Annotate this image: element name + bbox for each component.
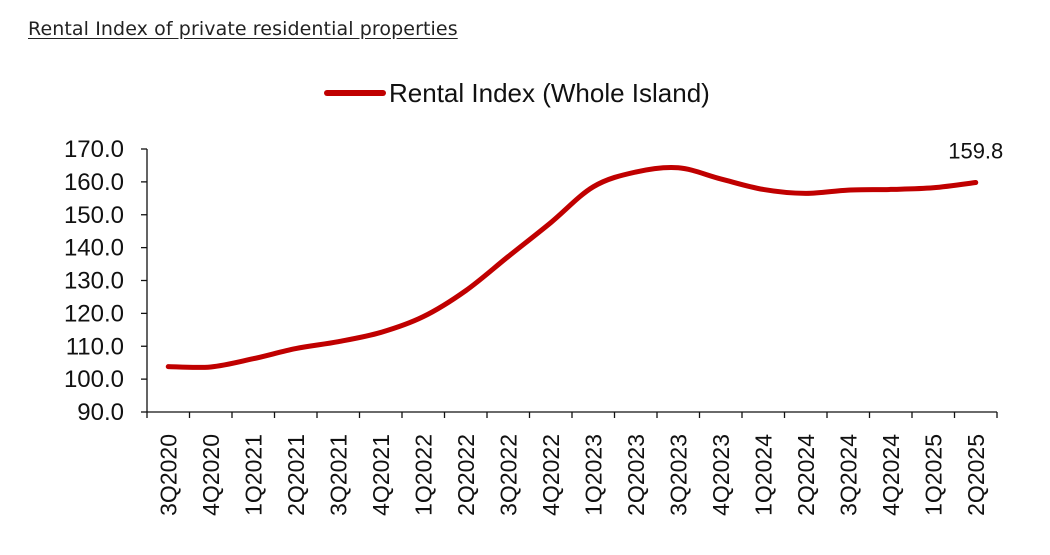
y-tick-label: 110.0 xyxy=(66,333,124,360)
x-tick-label: 3Q2020 xyxy=(155,434,181,516)
y-tick-label: 160.0 xyxy=(64,169,124,196)
y-tick-label: 170.0 xyxy=(64,136,124,163)
series-line-rental-index xyxy=(165,164,979,370)
x-tick-label: 3Q2021 xyxy=(325,434,351,516)
y-tick-label: 90.0 xyxy=(77,399,124,426)
y-tick-label: 150.0 xyxy=(64,202,124,229)
x-tick-label: 1Q2023 xyxy=(580,434,606,516)
x-tick-label: 4Q2024 xyxy=(878,434,904,516)
x-tick-label: 1Q2024 xyxy=(750,434,776,516)
x-tick-label: 2Q2023 xyxy=(623,434,649,516)
x-axis: 3Q2020 4Q2020 1Q2021 2Q2021 3Q2021 4Q2021 1Q20… xyxy=(146,411,998,516)
x-tick-label: 4Q2021 xyxy=(368,434,394,516)
x-tick-label: 3Q2023 xyxy=(665,434,691,516)
x-tick-label: 4Q2020 xyxy=(198,434,224,516)
y-axis: 90.0 100.0 110.0 120.0 130.0 140.0 150.0 160.0 1… xyxy=(64,136,148,426)
y-tick-label: 120.0 xyxy=(64,300,124,327)
x-tick-label: 2Q2024 xyxy=(793,434,819,516)
x-tick-label: 1Q2025 xyxy=(920,434,946,516)
x-tick-label: 4Q2023 xyxy=(708,434,734,516)
x-tick-label: 3Q2022 xyxy=(495,434,521,516)
y-tick-label: 100.0 xyxy=(64,366,124,393)
page-title: Rental Index of private residential prop… xyxy=(28,18,458,40)
series-group xyxy=(165,164,979,370)
x-tick-label: 3Q2024 xyxy=(835,434,861,516)
x-tick-label: 2Q2022 xyxy=(453,434,479,516)
legend-label: Rental Index (Whole Island) xyxy=(389,78,710,108)
x-tick-label: 1Q2021 xyxy=(240,434,266,516)
y-tick-label: 140.0 xyxy=(64,235,124,262)
y-tick-label: 130.0 xyxy=(64,268,124,295)
x-tick-label: 2Q2021 xyxy=(283,434,309,516)
data-labels: 159.8 xyxy=(948,139,1003,164)
x-tick-label: 1Q2022 xyxy=(410,434,436,516)
x-tick-label: 4Q2022 xyxy=(538,434,564,516)
chart-legend: Rental Index (Whole Island) xyxy=(324,78,710,108)
x-tick-label: 2Q2025 xyxy=(963,434,989,516)
data-label-last: 159.8 xyxy=(948,139,1003,164)
